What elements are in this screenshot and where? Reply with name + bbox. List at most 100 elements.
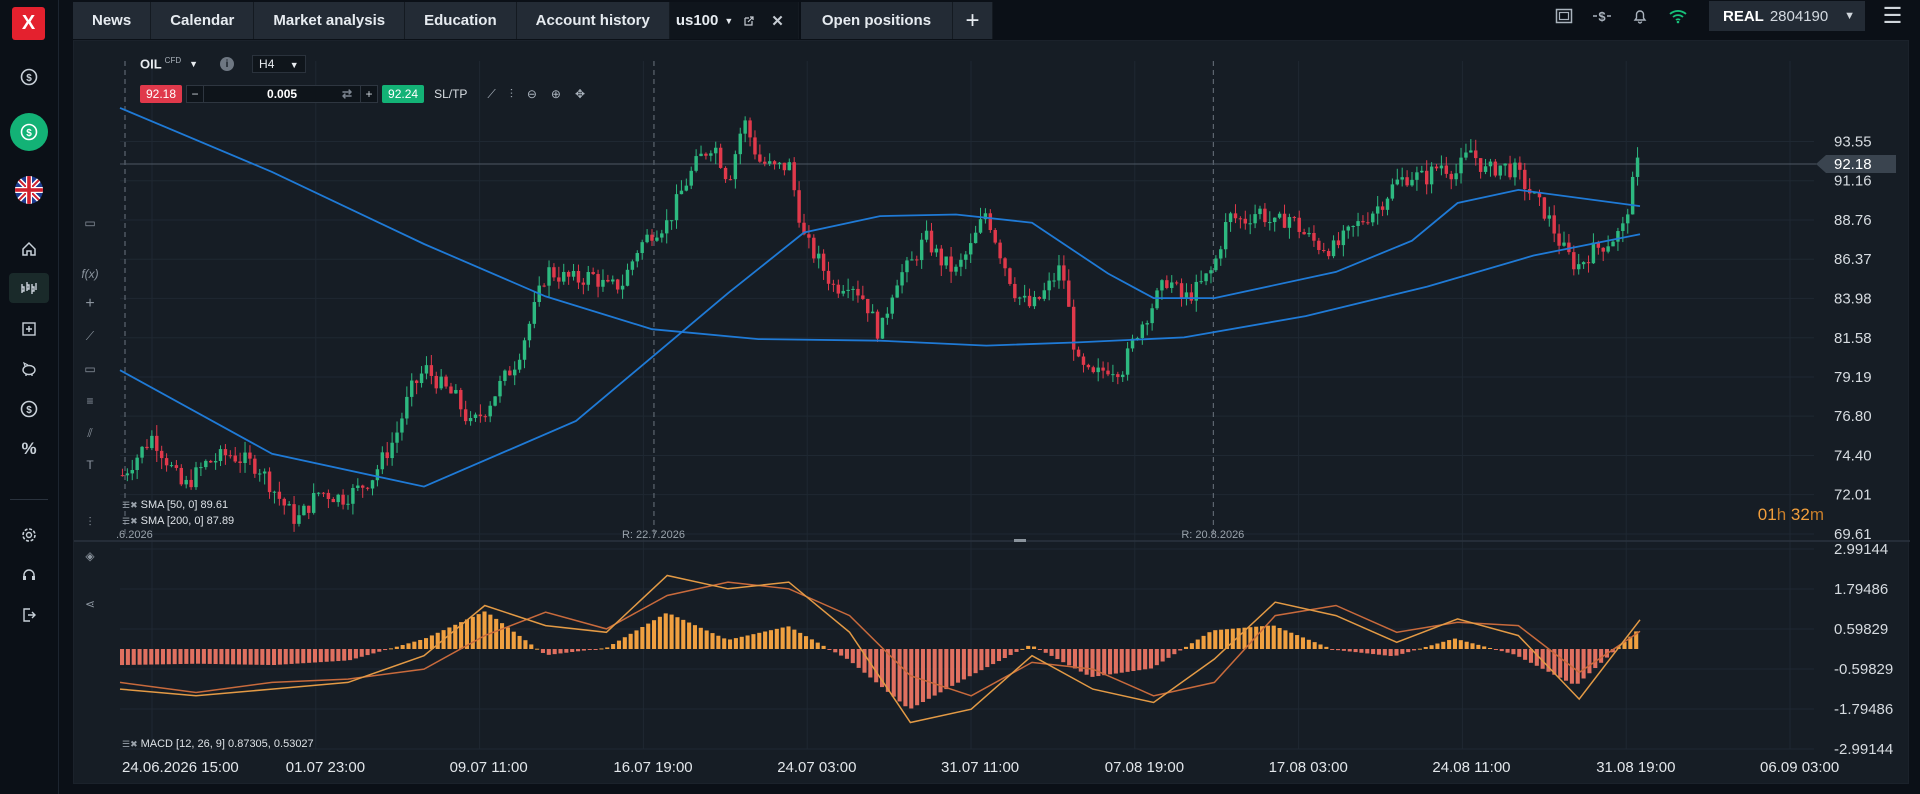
settings-icon[interactable]: [9, 520, 49, 550]
macd-histogram-bar: [1125, 649, 1130, 672]
pitchfork-icon[interactable]: ⫽: [87, 425, 93, 440]
settings-icon[interactable]: ☰✖: [122, 499, 138, 510]
candle-body: [1140, 324, 1145, 339]
tab-open-positions[interactable]: Open positions: [800, 2, 954, 39]
sma200-line: [119, 107, 1641, 347]
screen-icon[interactable]: ▭: [84, 216, 96, 230]
function-icon[interactable]: f(x): [81, 267, 99, 281]
volume-input[interactable]: 0.005 ⇄: [203, 86, 362, 102]
instrument-symbol[interactable]: OIL CFD: [140, 56, 182, 72]
decrease-volume-button[interactable]: −: [191, 87, 199, 101]
buy-button[interactable]: 92.24: [382, 85, 425, 103]
macd-histogram-bar: [798, 632, 803, 649]
piggy-bank-icon[interactable]: [9, 354, 49, 384]
share-icon[interactable]: ⋖: [84, 597, 96, 611]
settings-icon[interactable]: ☰✖: [122, 515, 138, 526]
indicator-icon[interactable]: ⫶: [88, 514, 92, 529]
candle-body: [562, 271, 566, 282]
tab-education[interactable]: Education: [405, 2, 517, 39]
dollar-circle-icon[interactable]: $: [9, 394, 49, 424]
macd-legend[interactable]: ☰✖ MACD [12, 26, 9] 0.87305, 0.53027: [122, 738, 314, 750]
macd-histogram-bar: [932, 649, 937, 696]
price-chart[interactable]: 93.55 91.16 88.76 86.37 83.98 81.58 79.19 76.80…: [74, 41, 1910, 785]
uk-flag-icon[interactable]: [15, 176, 43, 204]
tab-calendar[interactable]: Calendar: [151, 2, 255, 39]
candles-icon[interactable]: ⫶: [509, 86, 513, 101]
macd-histogram-bar: [1154, 649, 1159, 666]
increase-volume-button[interactable]: +: [365, 87, 373, 101]
macd-histogram-bar: [1207, 632, 1212, 649]
time-tick-label: 01.07 23:00: [286, 759, 365, 776]
fullscreen-icon[interactable]: [1545, 0, 1583, 32]
candle-body: [939, 248, 944, 266]
account-selector[interactable]: REAL 2804190 ▼: [1709, 1, 1865, 31]
tab-market-analysis[interactable]: Market analysis: [254, 2, 406, 39]
chart-panel[interactable]: 93.55 91.16 88.76 86.37 83.98 81.58 79.19 76.80…: [73, 40, 1910, 785]
tab-account-history[interactable]: Account history: [516, 2, 670, 39]
macd-histogram-bar: [1394, 649, 1399, 656]
trendline-icon[interactable]: ⟋: [85, 328, 95, 343]
sma200-legend[interactable]: ☰✖ SMA [200, 0] 87.89: [122, 515, 234, 527]
macd-histogram-bar: [880, 649, 885, 688]
macd-histogram-bar: [1043, 649, 1048, 653]
macd-histogram-bar: [1382, 649, 1387, 656]
volume-stepper[interactable]: − 0.005 ⇄ +: [186, 85, 379, 103]
zoom-in-icon[interactable]: ⊕: [550, 87, 561, 101]
macd-histogram-bar: [774, 628, 779, 649]
rectangle-icon[interactable]: ▭: [84, 362, 96, 376]
info-icon[interactable]: i: [220, 57, 235, 71]
candle-body: [439, 376, 443, 389]
candle-body: [1047, 280, 1051, 291]
text-tool-icon[interactable]: T: [86, 458, 94, 472]
crosshair-icon[interactable]: +: [85, 295, 95, 312]
deposit-icon[interactable]: $: [10, 113, 48, 151]
macd-histogram-bar: [874, 649, 879, 683]
chevron-down-icon[interactable]: ▼: [724, 15, 734, 26]
sma50-legend[interactable]: ☰✖ SMA [50, 0] 89.61: [122, 499, 228, 511]
sell-button[interactable]: 92.18: [140, 85, 183, 103]
candle-body: [375, 469, 380, 481]
move-icon[interactable]: ✥: [574, 87, 586, 101]
candle-body: [1361, 221, 1365, 223]
macd-histogram-bar: [1505, 649, 1510, 653]
home-icon[interactable]: [9, 234, 49, 264]
bell-icon[interactable]: [1621, 0, 1659, 32]
macd-histogram-bar: [1061, 649, 1066, 663]
macd-histogram-bar: [1540, 649, 1545, 669]
add-tab-button[interactable]: +: [953, 2, 994, 39]
line-chart-icon[interactable]: ⟋: [487, 86, 496, 101]
fibonacci-icon[interactable]: ≡: [86, 394, 94, 408]
hamburger-menu-icon[interactable]: ☰: [1882, 3, 1903, 28]
rollover-label: R: 20.8.2026: [1181, 529, 1244, 541]
zoom-out-icon[interactable]: ⊖: [526, 87, 537, 101]
macd-histogram-bar: [494, 618, 499, 649]
popout-icon[interactable]: [743, 15, 755, 27]
chevron-down-icon[interactable]: ▼: [189, 59, 199, 69]
tab-us100[interactable]: us100 ▼ ✕: [669, 2, 799, 39]
sltp-button[interactable]: SL/TP: [434, 87, 468, 101]
macd-histogram-bar: [400, 645, 405, 649]
market-chart-icon[interactable]: [9, 273, 49, 303]
settings-icon[interactable]: ☰✖: [122, 738, 138, 749]
macd-histogram-bar: [248, 649, 253, 665]
logout-icon[interactable]: [9, 600, 49, 630]
candle-body: [1150, 308, 1154, 324]
tab-news[interactable]: News: [73, 2, 152, 39]
close-tab-icon[interactable]: ✕: [771, 12, 784, 30]
percent-icon[interactable]: %: [21, 439, 37, 458]
macd-histogram-bar: [429, 635, 434, 649]
candle-body: [954, 266, 958, 272]
macd-histogram-bar: [1493, 649, 1498, 650]
macd-histogram-bar: [540, 649, 546, 653]
dollar-coin-icon[interactable]: $: [9, 62, 49, 92]
candle-body: [1375, 206, 1380, 214]
layers-icon[interactable]: ◈: [85, 549, 95, 563]
candle-body: [767, 161, 772, 164]
macd-histogram-bar: [1008, 649, 1013, 655]
headset-icon[interactable]: [9, 560, 49, 590]
xtb-logo[interactable]: X: [12, 7, 45, 40]
calendar-icon[interactable]: [9, 314, 49, 344]
timeframe-select[interactable]: H4 ▼: [252, 55, 306, 73]
price-alert-icon[interactable]: $: [1583, 0, 1621, 32]
macd-histogram-bar: [353, 649, 358, 659]
